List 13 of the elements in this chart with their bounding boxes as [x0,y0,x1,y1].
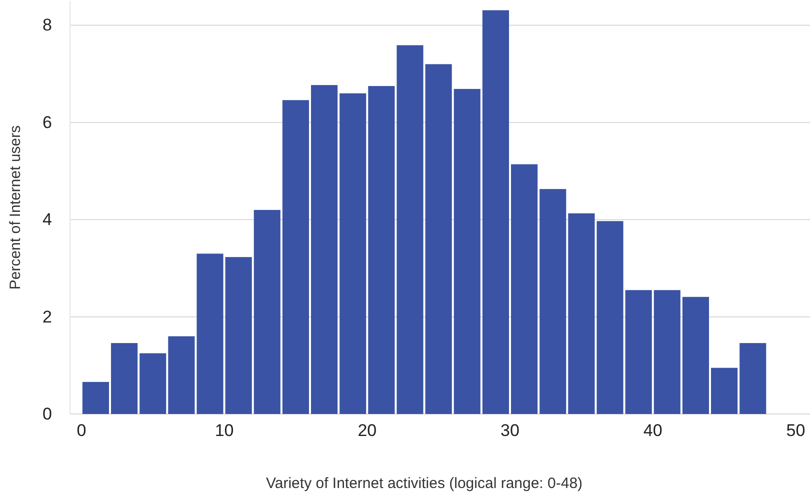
x-tick-label: 0 [76,421,86,440]
x-axis-title: Variety of Internet activities (logical range: 0-48) [266,475,583,492]
y-tick-label: 2 [42,307,52,326]
x-tick-label: 10 [214,421,234,440]
y-axis-title: Percent of Internet users [7,125,24,290]
x-tick-label: 40 [643,421,662,440]
x-tick-label: 50 [786,421,806,440]
x-tick-label: 30 [500,421,520,440]
x-tick-label: 20 [358,421,377,440]
y-tick-label: 8 [42,16,52,35]
y-tick-label: 0 [42,404,52,424]
y-tick-label: 6 [42,112,52,132]
y-tick-label: 4 [42,210,52,230]
